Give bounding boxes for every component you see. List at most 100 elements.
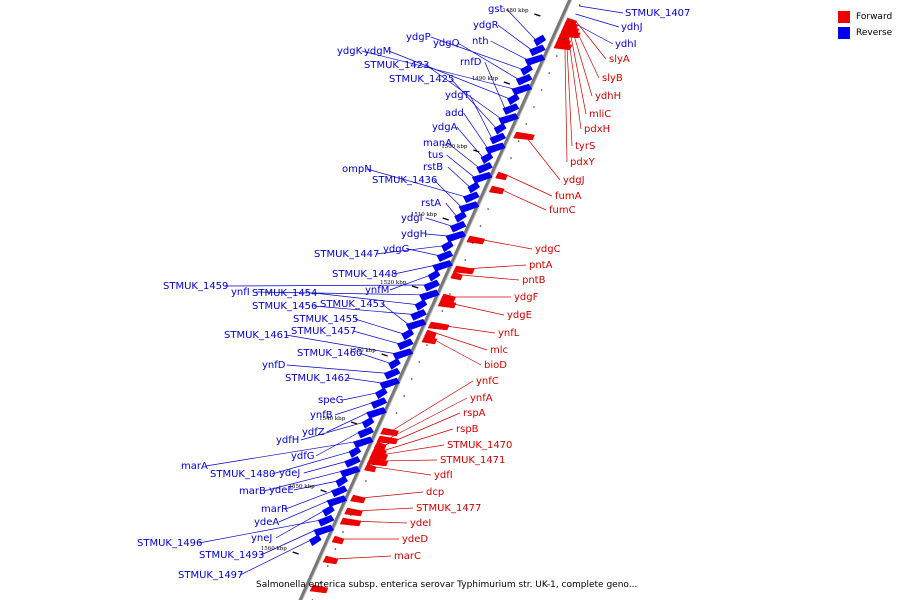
gene-feature-forward [437,299,457,309]
gene-feature-reverse [427,269,441,282]
gene-label-forward[interactable]: fumC [549,205,576,216]
gene-label-forward[interactable]: bioD [484,360,507,371]
leader-line-reverse [450,78,497,129]
gene-label-reverse-top[interactable]: STMUK_1407 [625,8,690,19]
gene-label-forward[interactable]: fumA [555,191,582,202]
position-dot [426,344,428,346]
gene-label-reverse[interactable]: STMUK_1461 [224,330,289,341]
tick-mark [350,421,358,425]
gene-label-reverse[interactable]: STMUK_1457 [291,326,356,337]
gene-label-forward[interactable]: marC [394,551,421,562]
gene-feature-reverse [374,387,388,400]
gene-label-reverse[interactable]: ydeE [269,485,294,496]
gene-label-forward[interactable]: rspB [456,424,479,435]
gene-label-reverse[interactable]: STMUK_1497 [178,570,243,581]
gene-label-forward[interactable]: ydeD [402,534,428,545]
gene-label-reverse[interactable]: STMUK_1448 [332,269,397,280]
legend-forward-swatch [838,11,850,23]
leader-line-reverse [393,265,435,275]
gene-label-reverse[interactable]: add [445,108,464,119]
gene-label-reverse[interactable]: ompN [342,164,372,175]
gene-label-forward[interactable]: ynfA [470,393,493,404]
gene-label-reverse[interactable]: STMUK_1480 [210,469,275,480]
gene-label-forward[interactable]: pdxH [584,124,610,135]
gene-label-reverse[interactable]: ydgR [473,20,499,31]
gene-label-forward[interactable]: mlc [490,345,508,356]
gene-label-reverse[interactable]: marB [239,486,266,497]
gene-label-forward[interactable]: slyB [602,73,623,84]
gene-label-reverse[interactable]: STMUK_1423 [364,60,429,71]
gene-label-reverse[interactable]: ynfD [262,360,286,371]
gene-label-reverse-top[interactable]: ydhI [615,39,637,50]
gene-label-reverse[interactable]: ydeJ [279,468,300,479]
gene-label-forward[interactable]: pntB [522,275,546,286]
gene-label-reverse[interactable]: ynfI [231,287,250,298]
gene-label-reverse[interactable]: tus [428,150,443,161]
gene-label-forward[interactable]: dcp [426,487,444,498]
gene-label-reverse[interactable]: rnfD [460,57,482,68]
gene-label-reverse[interactable]: STMUK_1460 [297,348,362,359]
position-dot [380,446,383,448]
gene-label-reverse[interactable]: STMUK_1425 [389,74,454,85]
gene-label-forward[interactable]: ynfC [476,376,499,387]
gene-label-forward[interactable]: ydeI [410,518,431,529]
gene-label-reverse[interactable]: ydfH [276,435,299,446]
gene-label-reverse[interactable]: ydeA [254,517,279,528]
gene-label-reverse[interactable]: marR [261,504,288,515]
gene-label-forward[interactable]: mliC [589,109,611,120]
gene-label-reverse[interactable]: STMUK_1447 [314,249,379,260]
gene-feature-reverse [436,250,454,262]
gene-label-forward[interactable]: STMUK_1477 [416,503,481,514]
gene-label-forward[interactable]: ydhH [595,91,621,102]
gene-label-reverse[interactable]: rstB [423,162,443,173]
gene-label-reverse[interactable]: manA [423,138,452,149]
gene-label-reverse[interactable]: gst [488,4,504,15]
position-dot [540,89,543,91]
gene-label-reverse[interactable]: ydgA [432,122,458,133]
gene-label-reverse[interactable]: ydgH [401,229,427,240]
gene-label-reverse[interactable]: speG [318,395,343,406]
gene-label-forward[interactable]: ydgC [535,244,561,255]
gene-label-forward[interactable]: slyA [609,54,630,65]
gene-label-forward[interactable]: STMUK_1470 [447,440,512,451]
gene-label-reverse[interactable]: marA [181,461,208,472]
position-dot [395,412,398,414]
gene-label-forward[interactable]: tyrS [575,141,595,152]
gene-label-forward[interactable]: STMUK_1471 [440,455,505,466]
gene-feature-reverse [445,230,467,243]
gene-label-reverse[interactable]: ydgQ [433,38,460,49]
gene-label-forward[interactable]: ydfI [434,470,453,481]
gene-label-forward[interactable]: ydgJ [563,175,585,186]
gene-label-forward[interactable]: rspA [463,408,486,419]
gene-label-reverse[interactable]: STMUK_1454 [252,288,317,299]
gene-label-forward[interactable]: ynfL [498,328,520,339]
gene-label-reverse[interactable]: yneJ [251,533,272,544]
gene-label-reverse[interactable]: nth [472,36,489,47]
position-dot [571,21,573,23]
gene-label-reverse[interactable]: ydgM [364,46,391,57]
gene-label-reverse[interactable]: ydgG [383,244,409,255]
gene-label-reverse[interactable]: STMUK_1456 [252,301,317,312]
gene-label-reverse[interactable]: ydfG [291,451,315,462]
gene-label-reverse[interactable]: rstA [421,198,441,209]
gene-label-reverse[interactable]: ydgI [401,213,423,224]
gene-label-reverse[interactable]: STMUK_1493 [199,550,264,561]
gene-label-reverse[interactable]: ydgP [406,32,431,43]
position-dot [525,123,528,125]
gene-label-reverse[interactable]: STMUK_1496 [137,538,202,549]
gene-label-forward[interactable]: ydgF [514,292,539,303]
gene-label-forward[interactable]: pdxY [570,157,596,168]
gene-label-reverse[interactable]: ynfB [310,410,333,421]
gene-label-reverse[interactable]: STMUK_1436 [372,175,437,186]
gene-label-reverse[interactable]: STMUK_1459 [163,281,228,292]
gene-label-reverse[interactable]: ynfM [365,285,389,296]
gene-label-reverse[interactable]: ydgT [445,90,471,101]
gene-label-reverse[interactable]: STMUK_1453 [320,299,385,310]
gene-label-reverse-top[interactable]: ydhJ [621,22,643,33]
gene-label-reverse[interactable]: STMUK_1462 [285,373,350,384]
gene-label-reverse[interactable]: ydfZ [302,427,325,438]
gene-label-reverse[interactable]: STMUK_1455 [293,314,358,325]
gene-label-forward[interactable]: pntA [529,260,553,271]
gene-label-reverse[interactable]: ydgK [337,46,363,57]
gene-label-forward[interactable]: ydgE [507,310,532,321]
